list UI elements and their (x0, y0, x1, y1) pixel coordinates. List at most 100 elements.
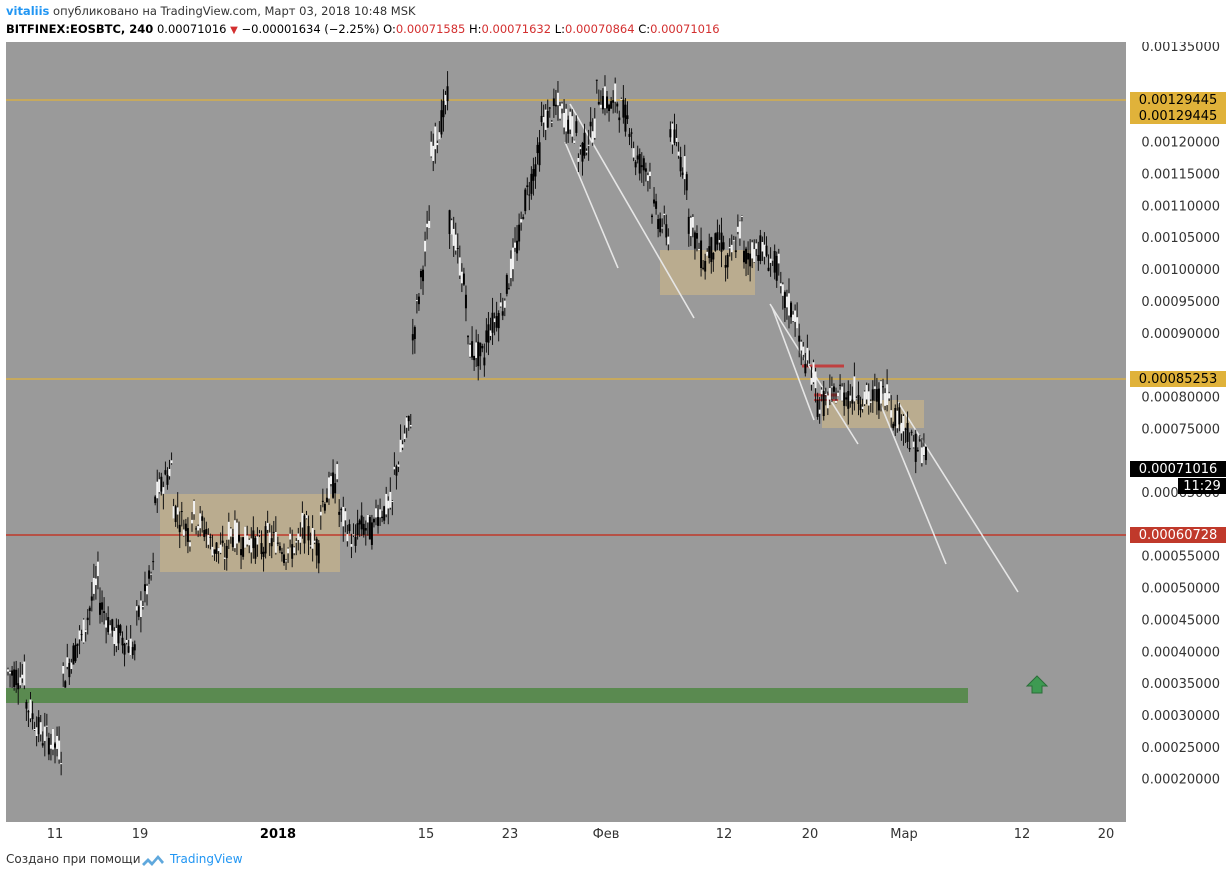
candle-body (828, 388, 831, 400)
candle-body (80, 633, 83, 636)
candle-body (315, 538, 318, 556)
candle-body (863, 391, 866, 405)
candle-body (618, 117, 621, 121)
symbol-info: BITFINEX:EOSBTC, 240 0.00071016 ▼ −0.000… (6, 22, 720, 36)
candle-body (769, 258, 772, 263)
candle-body (31, 713, 34, 720)
candle-body (816, 400, 819, 417)
candle-body (344, 511, 347, 521)
candle-body (851, 399, 854, 404)
candle-body (612, 100, 615, 103)
candle-body (13, 669, 16, 687)
plot-background (6, 42, 1126, 822)
candle-body (546, 110, 549, 128)
candle-body (348, 524, 351, 532)
candle-body (291, 544, 294, 559)
candle-body (471, 341, 474, 358)
price-label-129445-text: 0.00129445 (1139, 93, 1218, 108)
candle-body (601, 96, 604, 110)
price-tick-15: 0.00040000 (1141, 645, 1220, 660)
candle-body (892, 423, 895, 429)
candle-body (591, 131, 594, 143)
candle-body (724, 264, 727, 268)
time-tick-2018: 2018 (260, 827, 296, 842)
price-chart[interactable]: 0.001350000.001250000.001200000.00115000… (0, 42, 1231, 842)
candle-body (790, 302, 793, 318)
price-tick-2: 0.00120000 (1141, 136, 1220, 151)
candle-body (734, 250, 737, 253)
candle-body (890, 410, 893, 418)
low-label: L: (554, 22, 566, 36)
candle-body (540, 115, 543, 123)
candle-body (280, 552, 283, 554)
candle-body (832, 386, 835, 392)
candle-body (297, 533, 300, 540)
price-tick-19: 0.00020000 (1141, 773, 1220, 788)
candle-body (301, 512, 304, 528)
candle-body (446, 86, 449, 102)
candle-body (242, 537, 245, 557)
candle-body (417, 296, 420, 305)
candle-body (642, 158, 645, 171)
candle-body (207, 534, 210, 545)
candle-body (92, 577, 95, 594)
candle-body (129, 638, 132, 656)
candle-body (767, 267, 770, 271)
candle-body (871, 389, 874, 401)
candle-body (579, 146, 582, 150)
candle-body (761, 242, 764, 252)
candle-body (9, 671, 12, 674)
candle-body (362, 523, 365, 535)
tradingview-logo-icon[interactable] (140, 852, 166, 868)
candle-body (391, 500, 394, 502)
candle-body (82, 619, 85, 643)
time-tick-19: 19 (132, 827, 149, 842)
candle-body (462, 273, 465, 285)
candle-body (695, 233, 698, 239)
candle-body (278, 546, 281, 551)
candle-body (78, 630, 81, 640)
price-tick-10: 0.00075000 (1141, 422, 1220, 437)
candle-body (698, 248, 701, 250)
candle-body (675, 137, 678, 142)
candle-body (542, 116, 545, 123)
candle-body (749, 253, 752, 267)
candle-body (90, 596, 93, 601)
candle-body (319, 511, 322, 516)
candle-body (718, 239, 721, 243)
candle-body (29, 699, 32, 719)
candle-body (303, 515, 306, 544)
candle-body (299, 536, 302, 543)
time-tick-feb: Фев (593, 827, 620, 842)
candle-body (700, 240, 703, 269)
candle-body (405, 417, 408, 428)
candle-body (469, 344, 472, 357)
candle-body (845, 397, 848, 400)
candle-body (610, 101, 613, 109)
candle-body (379, 509, 382, 518)
author-link[interactable]: vitaliis (6, 4, 50, 18)
candle-body (636, 155, 639, 160)
candle-body (27, 711, 30, 713)
candle-body (814, 371, 817, 389)
candle-body (485, 330, 488, 343)
candle-body (62, 665, 65, 674)
candle-body (843, 392, 846, 406)
candle-body (358, 520, 361, 525)
candle-body (176, 507, 179, 515)
candle-body (575, 121, 578, 133)
candle-body (332, 472, 335, 498)
candle-body (64, 681, 67, 688)
candle-body (148, 570, 151, 579)
candle-body (538, 142, 541, 166)
candle-body (143, 584, 146, 592)
candle-body (203, 530, 206, 538)
candle-body (244, 526, 247, 548)
candle-body (673, 129, 676, 143)
candle-body (123, 643, 126, 655)
candle-body (518, 224, 521, 242)
candle-body (127, 646, 130, 653)
candle-body (260, 543, 263, 555)
candle-body (873, 386, 876, 389)
tradingview-link[interactable]: TradingView (170, 852, 243, 866)
